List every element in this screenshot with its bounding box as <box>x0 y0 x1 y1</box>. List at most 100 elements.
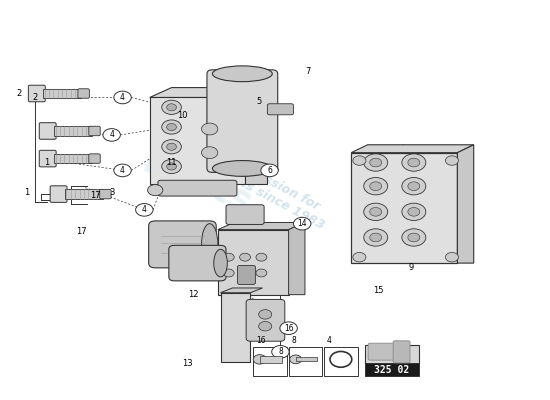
Circle shape <box>408 182 420 190</box>
Circle shape <box>162 120 182 134</box>
Bar <box>253 347 287 376</box>
Circle shape <box>272 346 289 358</box>
FancyBboxPatch shape <box>78 89 89 98</box>
Text: 8: 8 <box>278 347 283 356</box>
Circle shape <box>162 140 182 154</box>
FancyBboxPatch shape <box>29 85 45 102</box>
Circle shape <box>136 204 153 216</box>
Text: 12: 12 <box>188 290 199 299</box>
Text: 11: 11 <box>166 158 177 167</box>
Polygon shape <box>351 145 474 153</box>
Circle shape <box>364 178 388 195</box>
Text: 16: 16 <box>284 324 293 333</box>
FancyBboxPatch shape <box>267 104 294 115</box>
Circle shape <box>253 355 266 364</box>
FancyBboxPatch shape <box>50 186 67 202</box>
Circle shape <box>370 158 382 167</box>
Circle shape <box>201 123 218 135</box>
Text: 4: 4 <box>120 93 125 102</box>
Text: 2: 2 <box>16 89 22 98</box>
Circle shape <box>223 253 234 261</box>
Circle shape <box>353 252 366 262</box>
FancyBboxPatch shape <box>158 180 237 196</box>
Circle shape <box>147 185 163 196</box>
FancyBboxPatch shape <box>238 266 255 284</box>
Polygon shape <box>245 98 267 184</box>
Polygon shape <box>218 222 305 230</box>
Text: 1: 1 <box>43 158 49 167</box>
Polygon shape <box>150 88 267 98</box>
Circle shape <box>167 104 177 111</box>
FancyBboxPatch shape <box>39 150 56 167</box>
FancyBboxPatch shape <box>100 189 111 199</box>
Polygon shape <box>458 145 474 263</box>
Text: 9: 9 <box>409 262 414 272</box>
Text: euro
parts: euro parts <box>140 98 279 224</box>
Circle shape <box>201 147 218 158</box>
Circle shape <box>258 310 272 319</box>
Text: 14: 14 <box>298 219 307 228</box>
FancyBboxPatch shape <box>39 123 56 139</box>
Polygon shape <box>289 222 305 295</box>
Text: 3: 3 <box>109 188 114 197</box>
Circle shape <box>290 355 302 364</box>
Circle shape <box>162 159 182 174</box>
FancyBboxPatch shape <box>169 245 226 281</box>
FancyBboxPatch shape <box>218 230 289 295</box>
FancyBboxPatch shape <box>150 98 245 184</box>
Text: 1: 1 <box>24 188 29 197</box>
Circle shape <box>402 203 426 220</box>
Ellipse shape <box>201 224 218 265</box>
FancyBboxPatch shape <box>207 70 278 172</box>
FancyBboxPatch shape <box>365 345 419 364</box>
Circle shape <box>402 229 426 246</box>
Text: 2: 2 <box>33 93 38 102</box>
Ellipse shape <box>214 249 227 277</box>
Circle shape <box>370 208 382 216</box>
Circle shape <box>261 164 278 177</box>
Circle shape <box>408 233 420 242</box>
Circle shape <box>103 129 120 141</box>
Circle shape <box>280 322 298 334</box>
Circle shape <box>167 124 177 130</box>
Circle shape <box>167 163 177 170</box>
Text: 6: 6 <box>267 166 272 175</box>
Circle shape <box>256 269 267 277</box>
Circle shape <box>240 253 250 261</box>
FancyBboxPatch shape <box>393 341 410 363</box>
Text: 4: 4 <box>109 130 114 140</box>
Text: 17: 17 <box>90 191 101 200</box>
Text: 15: 15 <box>373 286 384 295</box>
FancyBboxPatch shape <box>351 153 458 263</box>
Circle shape <box>162 100 182 114</box>
FancyBboxPatch shape <box>54 154 92 163</box>
Text: 4: 4 <box>327 336 332 345</box>
Circle shape <box>114 164 131 177</box>
Circle shape <box>402 154 426 171</box>
Circle shape <box>240 269 250 277</box>
Circle shape <box>364 154 388 171</box>
Text: 13: 13 <box>183 359 193 368</box>
Circle shape <box>408 158 420 167</box>
Text: 10: 10 <box>177 111 188 120</box>
FancyBboxPatch shape <box>89 126 100 136</box>
Circle shape <box>446 252 459 262</box>
Bar <box>365 362 419 376</box>
Circle shape <box>258 322 272 331</box>
FancyBboxPatch shape <box>148 221 216 268</box>
Circle shape <box>223 269 234 277</box>
Bar <box>289 347 322 376</box>
Polygon shape <box>221 288 262 293</box>
Circle shape <box>294 217 311 230</box>
Circle shape <box>408 208 420 216</box>
Text: 325 02: 325 02 <box>375 365 410 375</box>
Circle shape <box>256 253 267 261</box>
FancyBboxPatch shape <box>89 154 100 163</box>
Bar <box>324 347 358 376</box>
Text: 4: 4 <box>120 166 125 175</box>
FancyBboxPatch shape <box>65 189 103 199</box>
Circle shape <box>353 156 366 165</box>
Ellipse shape <box>212 160 272 176</box>
Circle shape <box>364 229 388 246</box>
FancyBboxPatch shape <box>54 126 92 136</box>
